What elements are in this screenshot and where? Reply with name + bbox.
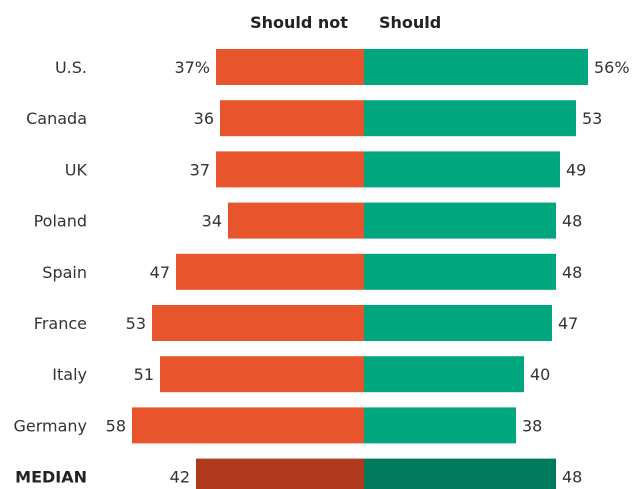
- bar-should-not-canada: [220, 100, 364, 137]
- bar-should-poland: [364, 202, 556, 239]
- bar-should-not-u-s: [216, 49, 364, 85]
- category-label-germany: Germany: [13, 416, 87, 435]
- category-label-median: MEDIAN: [15, 468, 87, 487]
- bar-should-germany: [364, 407, 516, 444]
- bar-should-uk: [364, 151, 560, 188]
- category-label-u-s: U.S.: [55, 58, 87, 77]
- value-should-italy: 40: [530, 365, 550, 384]
- bar-should-not-france: [152, 305, 364, 341]
- value-should-not-germany: 58: [106, 416, 126, 435]
- category-label-uk: UK: [65, 160, 88, 179]
- value-should-canada: 53: [582, 109, 602, 128]
- category-label-italy: Italy: [52, 365, 87, 384]
- bar-should-not-germany: [132, 407, 364, 444]
- value-should-uk: 49: [566, 160, 586, 179]
- bar-should-not-uk: [216, 151, 364, 188]
- value-should-not-poland: 34: [202, 212, 222, 231]
- value-should-spain: 48: [562, 263, 582, 282]
- bar-should-not-median: [196, 458, 364, 489]
- legend-should-not: Should not: [250, 13, 348, 32]
- value-should-germany: 38: [522, 416, 542, 435]
- bar-should-median: [364, 458, 556, 489]
- value-should-not-spain: 47: [150, 263, 170, 282]
- value-should-not-uk: 37: [190, 160, 210, 179]
- legend-should: Should: [379, 13, 441, 32]
- value-should-not-canada: 36: [194, 109, 214, 128]
- bar-should-italy: [364, 356, 524, 393]
- category-label-france: France: [34, 314, 87, 333]
- value-should-france: 47: [558, 314, 578, 333]
- bar-should-france: [364, 305, 552, 341]
- value-should-poland: 48: [562, 212, 582, 231]
- value-should-median: 48: [562, 468, 582, 487]
- value-should-not-median: 42: [170, 468, 190, 487]
- category-label-canada: Canada: [26, 109, 87, 128]
- bars-group: U.S. 37% 56% Canada 36 53 UK 37 49 Poland 34 48 Spai…: [13, 49, 630, 489]
- value-should-not-italy: 51: [134, 365, 154, 384]
- category-label-poland: Poland: [34, 212, 87, 231]
- value-should-not-france: 53: [126, 314, 146, 333]
- bar-should-u-s: [364, 49, 588, 85]
- bar-should-not-poland: [228, 202, 364, 239]
- value-should-not-u-s: 37%: [174, 58, 210, 77]
- value-should-u-s: 56%: [594, 58, 630, 77]
- bar-should-canada: [364, 100, 576, 137]
- bar-should-not-italy: [160, 356, 364, 393]
- bar-should-not-spain: [176, 253, 364, 290]
- bar-should-spain: [364, 253, 556, 290]
- category-label-spain: Spain: [42, 263, 87, 282]
